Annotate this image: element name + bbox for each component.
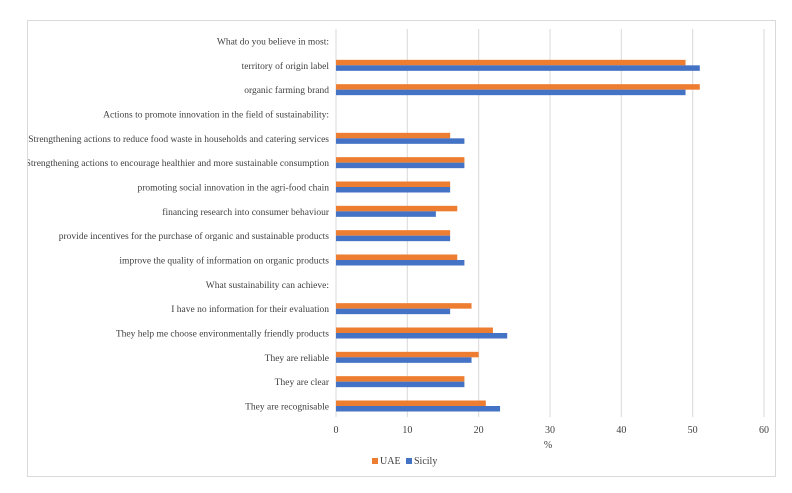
category-label: They help me choose environmentally frie… <box>116 329 329 340</box>
category-label: improve the quality of information on or… <box>119 256 329 267</box>
bar-sicily <box>336 162 465 169</box>
bar-sicily <box>336 406 501 412</box>
bar-sicily <box>336 333 508 339</box>
category-label: Strengthening actions to encourage healt… <box>28 159 329 169</box>
legend-label-uae: UAE <box>380 456 401 467</box>
bar-uae <box>336 132 451 139</box>
x-tick-label: 30 <box>545 425 555 436</box>
bar-uae <box>336 254 458 260</box>
bar-sicily <box>336 235 451 242</box>
bar-uae <box>336 59 686 66</box>
bar-sicily <box>336 308 451 315</box>
x-tick-label: 60 <box>759 425 769 436</box>
bar-sicily <box>336 89 686 96</box>
category-label: organic farming brand <box>244 85 329 96</box>
bar-sicily <box>336 65 700 71</box>
bar-sicily <box>336 357 472 363</box>
category-label: What sustainability can achieve: <box>206 281 329 291</box>
chart-frame: 0 10 20 30 40 50 60% What do you believe in mos… <box>26 20 776 477</box>
bar-uae <box>336 230 451 236</box>
bar-sicily <box>336 187 451 193</box>
bar-sicily <box>336 381 465 388</box>
bar-uae <box>336 376 465 382</box>
category-label: provide incentives for the purchase of o… <box>59 231 330 242</box>
bar-uae <box>336 205 458 212</box>
chart-svg: 0 10 20 30 40 50 60% What do you believe in mos… <box>26 29 769 467</box>
category-label: Strengthening actions to reduce food was… <box>28 134 329 145</box>
bar-uae <box>336 400 486 406</box>
bar-uae <box>336 327 493 333</box>
category-label: promoting social innovation in the agri-… <box>137 183 329 194</box>
x-axis-title: % <box>544 440 552 451</box>
category-label: territory of origin label <box>242 61 330 72</box>
x-tick-label: 20 <box>474 425 484 436</box>
x-tick-label: 40 <box>616 425 626 436</box>
category-label: I have no information for their evaluati… <box>171 304 329 315</box>
legend-label-sicily: Sicily <box>414 456 437 467</box>
bar-uae <box>336 181 451 187</box>
bar-uae <box>336 84 700 90</box>
category-label: Actions to promote innovation in the fie… <box>103 110 329 121</box>
bar-sicily <box>336 260 465 266</box>
bar-uae <box>336 351 479 358</box>
category-label: financing research into consumer behavio… <box>162 207 330 218</box>
x-tick-label: 10 <box>402 425 412 436</box>
bar-uae <box>336 303 472 309</box>
category-label: They are reliable <box>265 354 329 364</box>
category-label: What do you believe in most: <box>217 38 329 48</box>
bar-sicily <box>336 138 465 144</box>
bar-uae <box>336 157 465 163</box>
category-label: They are clear <box>275 378 330 388</box>
x-tick-label: 0 <box>334 425 339 436</box>
category-label: They are recognisable <box>245 403 329 413</box>
legend-swatch-uae <box>372 458 378 464</box>
bar-sicily <box>336 211 436 217</box>
legend-swatch-sicily <box>406 458 412 464</box>
x-tick-label: 50 <box>688 425 698 436</box>
